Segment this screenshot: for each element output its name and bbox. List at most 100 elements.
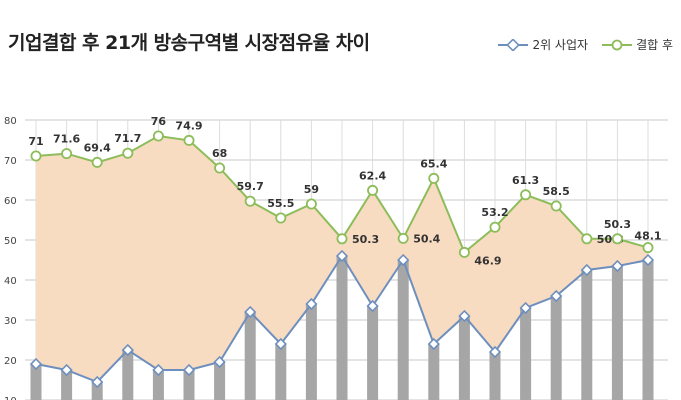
point-after-merger: [61, 148, 73, 160]
point-after-merger: [214, 162, 226, 174]
point-after-merger: [397, 232, 409, 244]
y-tick-label: 10: [4, 396, 17, 400]
bar-second-operator: [367, 306, 379, 400]
data-label-after-merger: 61.3: [512, 174, 539, 187]
bar-second-operator: [428, 344, 440, 400]
bar-second-operator: [489, 352, 501, 400]
data-label-after-merger: 55.5: [267, 197, 294, 210]
point-second-operator: [29, 357, 43, 371]
y-tick-label: 50: [4, 236, 17, 247]
data-label-after-merger: 74.9: [175, 119, 202, 132]
bar-second-operator: [214, 362, 226, 400]
data-label-after-merger: 50.3: [604, 218, 631, 231]
point-after-merger: [275, 212, 287, 224]
point-second-operator: [305, 297, 318, 311]
bar-second-operator: [611, 266, 623, 400]
data-label-after-merger: 46.9: [474, 254, 501, 267]
data-label-after-merger: 76: [151, 115, 167, 128]
legend-item-after-merger: 결합 후: [602, 36, 673, 53]
point-second-operator: [397, 253, 410, 267]
point-second-operator: [488, 345, 502, 359]
legend-label-after-merger: 결합 후: [636, 38, 673, 52]
bar-second-operator: [550, 296, 562, 400]
bar-second-operator: [458, 316, 470, 400]
point-second-operator: [244, 305, 257, 319]
bar-second-operator: [336, 256, 348, 400]
bar-second-operator: [397, 260, 409, 400]
legend-label-second-operator: 2위 사업자: [532, 38, 589, 52]
data-label-after-merger: 53.2: [481, 206, 508, 219]
point-second-operator: [580, 263, 593, 277]
point-after-merger: [152, 130, 164, 142]
point-second-operator: [274, 337, 287, 351]
point-second-operator: [641, 253, 655, 267]
y-tick-label: 20: [4, 356, 17, 367]
point-after-merger: [244, 195, 256, 207]
bar-second-operator: [91, 382, 103, 400]
gap-area: [36, 136, 648, 382]
legend-item-second-operator: 2위 사업자: [498, 36, 588, 53]
point-after-merger: [489, 221, 501, 233]
point-after-merger: [550, 200, 562, 212]
data-label-after-merger: 65.4: [420, 157, 447, 170]
point-second-operator: [458, 309, 471, 323]
y-tick-label: 80: [4, 116, 17, 127]
data-label-after-merger: 50.4: [413, 232, 440, 245]
bar-second-operator: [520, 308, 532, 400]
y-tick-label: 30: [4, 316, 17, 327]
legend-green-circle-icon: [602, 39, 633, 50]
data-label-after-merger: 59.7: [237, 180, 264, 193]
data-label-after-merger: 71.7: [114, 132, 141, 145]
bar-second-operator: [244, 312, 256, 400]
point-after-merger: [122, 147, 134, 159]
data-label-after-merger: 71.6: [53, 133, 80, 146]
point-after-merger: [336, 233, 348, 245]
point-after-merger: [611, 233, 623, 245]
legend-blue-diamond-icon: [498, 38, 529, 51]
point-second-operator: [427, 337, 440, 351]
point-second-operator: [550, 289, 563, 303]
data-label-after-merger: 50.3: [352, 233, 379, 246]
point-second-operator: [335, 249, 349, 263]
bar-second-operator: [275, 344, 287, 400]
point-after-merger: [428, 172, 440, 184]
point-second-operator: [152, 363, 165, 377]
point-after-merger: [458, 246, 470, 258]
bar-second-operator: [183, 370, 195, 400]
bar-second-operator: [642, 260, 654, 400]
bar-second-operator: [305, 304, 317, 400]
bar-second-operator: [581, 270, 593, 400]
point-after-merger: [581, 233, 593, 245]
data-label-after-merger: 58.5: [543, 185, 570, 198]
point-after-merger: [30, 150, 42, 162]
point-after-merger: [305, 198, 317, 210]
point-second-operator: [182, 363, 196, 377]
point-second-operator: [611, 259, 624, 273]
data-label-after-merger: 62.4: [359, 169, 386, 182]
y-tick-label: 40: [4, 276, 17, 287]
point-after-merger: [367, 184, 379, 196]
point-second-operator: [91, 375, 104, 389]
bar-second-operator: [122, 350, 134, 400]
y-tick-label: 60: [4, 196, 17, 207]
data-label-after-merger: 69.4: [84, 141, 111, 154]
point-after-merger: [520, 189, 532, 201]
data-label-after-merger: 59: [304, 183, 319, 196]
point-second-operator: [60, 363, 73, 377]
bar-second-operator: [61, 370, 73, 400]
point-second-operator: [121, 343, 134, 357]
point-after-merger: [183, 134, 195, 146]
bar-second-operator: [152, 370, 164, 400]
point-after-merger: [642, 242, 654, 254]
data-label-after-merger: 48.1: [634, 230, 661, 243]
bar-second-operator: [30, 364, 42, 400]
point-second-operator: [213, 355, 226, 369]
data-label-after-merger: 68: [212, 147, 227, 160]
point-second-operator: [366, 299, 379, 313]
point-second-operator: [519, 301, 532, 315]
chart-title: 기업결합 후 21개 방송구역별 시장점유율 차이: [8, 32, 370, 54]
data-label-after-merger: 71: [28, 135, 43, 148]
y-tick-label: 70: [4, 156, 17, 167]
